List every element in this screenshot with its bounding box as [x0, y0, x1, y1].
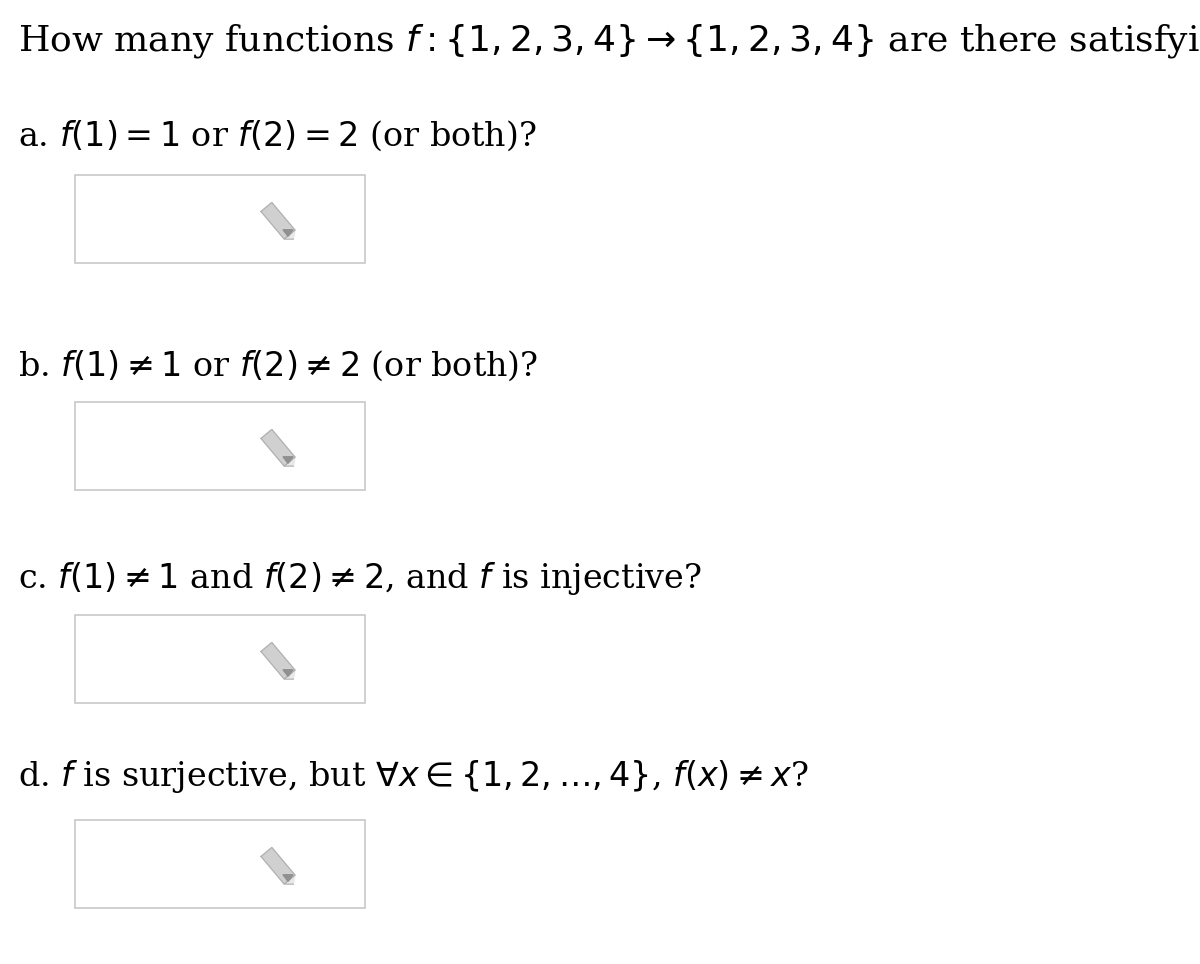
- Text: d. $f$ is surjective, but $\forall x \in \{1, 2, \ldots, 4\}$, $f(x) \neq x$?: d. $f$ is surjective, but $\forall x \in…: [18, 758, 809, 795]
- Bar: [74, 615, 365, 703]
- Polygon shape: [283, 229, 293, 236]
- Polygon shape: [284, 670, 295, 680]
- Text: b. $f(1) \neq 1$ or $f(2) \neq 2$ (or both)?: b. $f(1) \neq 1$ or $f(2) \neq 2$ (or bo…: [18, 348, 539, 383]
- Polygon shape: [283, 457, 293, 464]
- Bar: [74, 820, 365, 908]
- Polygon shape: [262, 847, 295, 884]
- Polygon shape: [283, 670, 293, 677]
- Text: How many functions $f : \{1, 2, 3, 4\} \rightarrow \{1, 2, 3, 4\}$ are there sat: How many functions $f : \{1, 2, 3, 4\} \…: [18, 22, 1200, 60]
- Text: c. $f(1) \neq 1$ and $f(2) \neq 2$, and $f$ is injective?: c. $f(1) \neq 1$ and $f(2) \neq 2$, and …: [18, 560, 702, 597]
- Polygon shape: [262, 202, 295, 239]
- Polygon shape: [284, 230, 295, 239]
- Polygon shape: [284, 457, 295, 467]
- Polygon shape: [283, 874, 293, 881]
- Polygon shape: [262, 642, 295, 679]
- Polygon shape: [262, 430, 295, 466]
- Bar: [74, 402, 365, 490]
- Polygon shape: [284, 875, 295, 884]
- Text: a. $f(1) = 1$ or $f(2) = 2$ (or both)?: a. $f(1) = 1$ or $f(2) = 2$ (or both)?: [18, 118, 536, 152]
- Bar: [74, 175, 365, 263]
